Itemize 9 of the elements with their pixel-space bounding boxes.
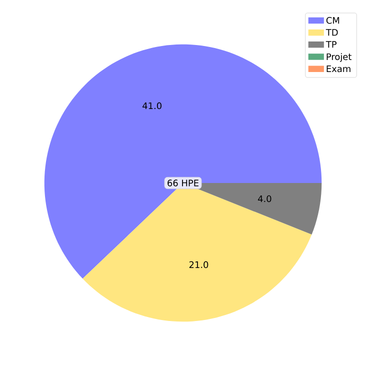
legend-label: CM [326, 16, 340, 24]
legend-label: TD [326, 29, 338, 36]
data-label: 4.0 [258, 195, 272, 202]
text: 66 HPE [168, 180, 198, 186]
legend-label: Exam [326, 65, 350, 72]
data-label: 41.0 [142, 102, 162, 110]
legend-label: TP [326, 41, 337, 48]
legend-label: Projet [326, 53, 352, 62]
data-label: 21.0 [189, 261, 208, 268]
